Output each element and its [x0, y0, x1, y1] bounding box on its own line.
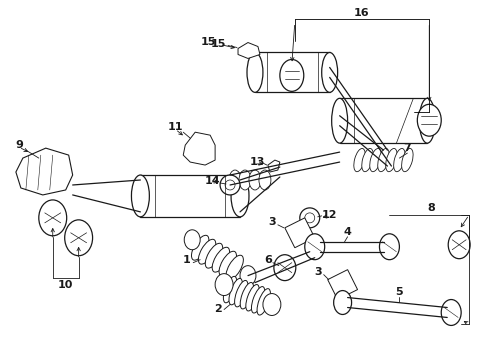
Ellipse shape — [419, 98, 434, 143]
Text: 12: 12 — [321, 210, 337, 220]
Bar — [254, 53, 329, 92]
Ellipse shape — [220, 175, 240, 195]
Ellipse shape — [246, 53, 263, 92]
Polygon shape — [267, 160, 279, 172]
Ellipse shape — [447, 231, 469, 259]
Text: 10: 10 — [58, 280, 73, 289]
Ellipse shape — [321, 53, 337, 92]
Ellipse shape — [205, 243, 222, 268]
Ellipse shape — [248, 170, 261, 190]
Text: 9: 9 — [15, 140, 23, 150]
Ellipse shape — [331, 98, 347, 143]
Ellipse shape — [234, 280, 247, 307]
Text: 2: 2 — [214, 305, 222, 315]
Ellipse shape — [279, 59, 303, 91]
Ellipse shape — [223, 276, 236, 303]
Text: 3: 3 — [267, 217, 275, 227]
Ellipse shape — [361, 148, 372, 172]
Ellipse shape — [230, 175, 248, 217]
Ellipse shape — [273, 255, 295, 280]
Ellipse shape — [299, 208, 319, 228]
Ellipse shape — [304, 234, 324, 260]
Text: 15: 15 — [200, 36, 215, 46]
Ellipse shape — [39, 200, 66, 236]
Ellipse shape — [198, 239, 215, 264]
Ellipse shape — [212, 247, 229, 272]
Text: 4: 4 — [343, 227, 351, 237]
Ellipse shape — [259, 170, 270, 190]
Text: 3: 3 — [313, 267, 321, 276]
Ellipse shape — [215, 274, 233, 296]
Ellipse shape — [224, 180, 235, 190]
Ellipse shape — [239, 170, 250, 190]
Ellipse shape — [131, 175, 149, 217]
Text: 7: 7 — [403, 143, 410, 153]
Ellipse shape — [401, 148, 412, 172]
Ellipse shape — [304, 213, 314, 223]
Ellipse shape — [184, 230, 200, 250]
Ellipse shape — [225, 255, 243, 280]
Text: 11: 11 — [167, 122, 183, 132]
Ellipse shape — [440, 300, 460, 325]
Ellipse shape — [64, 220, 92, 256]
Ellipse shape — [251, 287, 264, 313]
Ellipse shape — [191, 235, 208, 260]
Ellipse shape — [240, 283, 253, 309]
Ellipse shape — [228, 170, 241, 190]
Text: 1: 1 — [182, 255, 190, 265]
Polygon shape — [238, 42, 260, 58]
Polygon shape — [285, 218, 314, 248]
Ellipse shape — [379, 234, 399, 260]
Polygon shape — [16, 148, 73, 195]
Text: 16: 16 — [353, 8, 368, 18]
Polygon shape — [327, 270, 357, 300]
Ellipse shape — [263, 293, 280, 315]
Ellipse shape — [240, 266, 255, 285]
Ellipse shape — [369, 148, 381, 172]
Text: 13: 13 — [249, 157, 264, 167]
Ellipse shape — [416, 104, 440, 136]
Ellipse shape — [228, 278, 242, 305]
Ellipse shape — [257, 289, 270, 315]
Bar — [140, 175, 240, 217]
Text: 8: 8 — [427, 203, 434, 213]
Text: 5: 5 — [395, 287, 403, 297]
Bar — [339, 98, 427, 143]
Text: 14: 14 — [204, 176, 220, 186]
Text: 15: 15 — [210, 39, 225, 49]
Ellipse shape — [219, 251, 236, 276]
Polygon shape — [183, 132, 215, 165]
Text: 6: 6 — [264, 255, 271, 265]
Ellipse shape — [245, 284, 259, 311]
Ellipse shape — [385, 148, 396, 172]
Ellipse shape — [353, 148, 365, 172]
Ellipse shape — [377, 148, 388, 172]
Ellipse shape — [333, 291, 351, 315]
Ellipse shape — [393, 148, 404, 172]
